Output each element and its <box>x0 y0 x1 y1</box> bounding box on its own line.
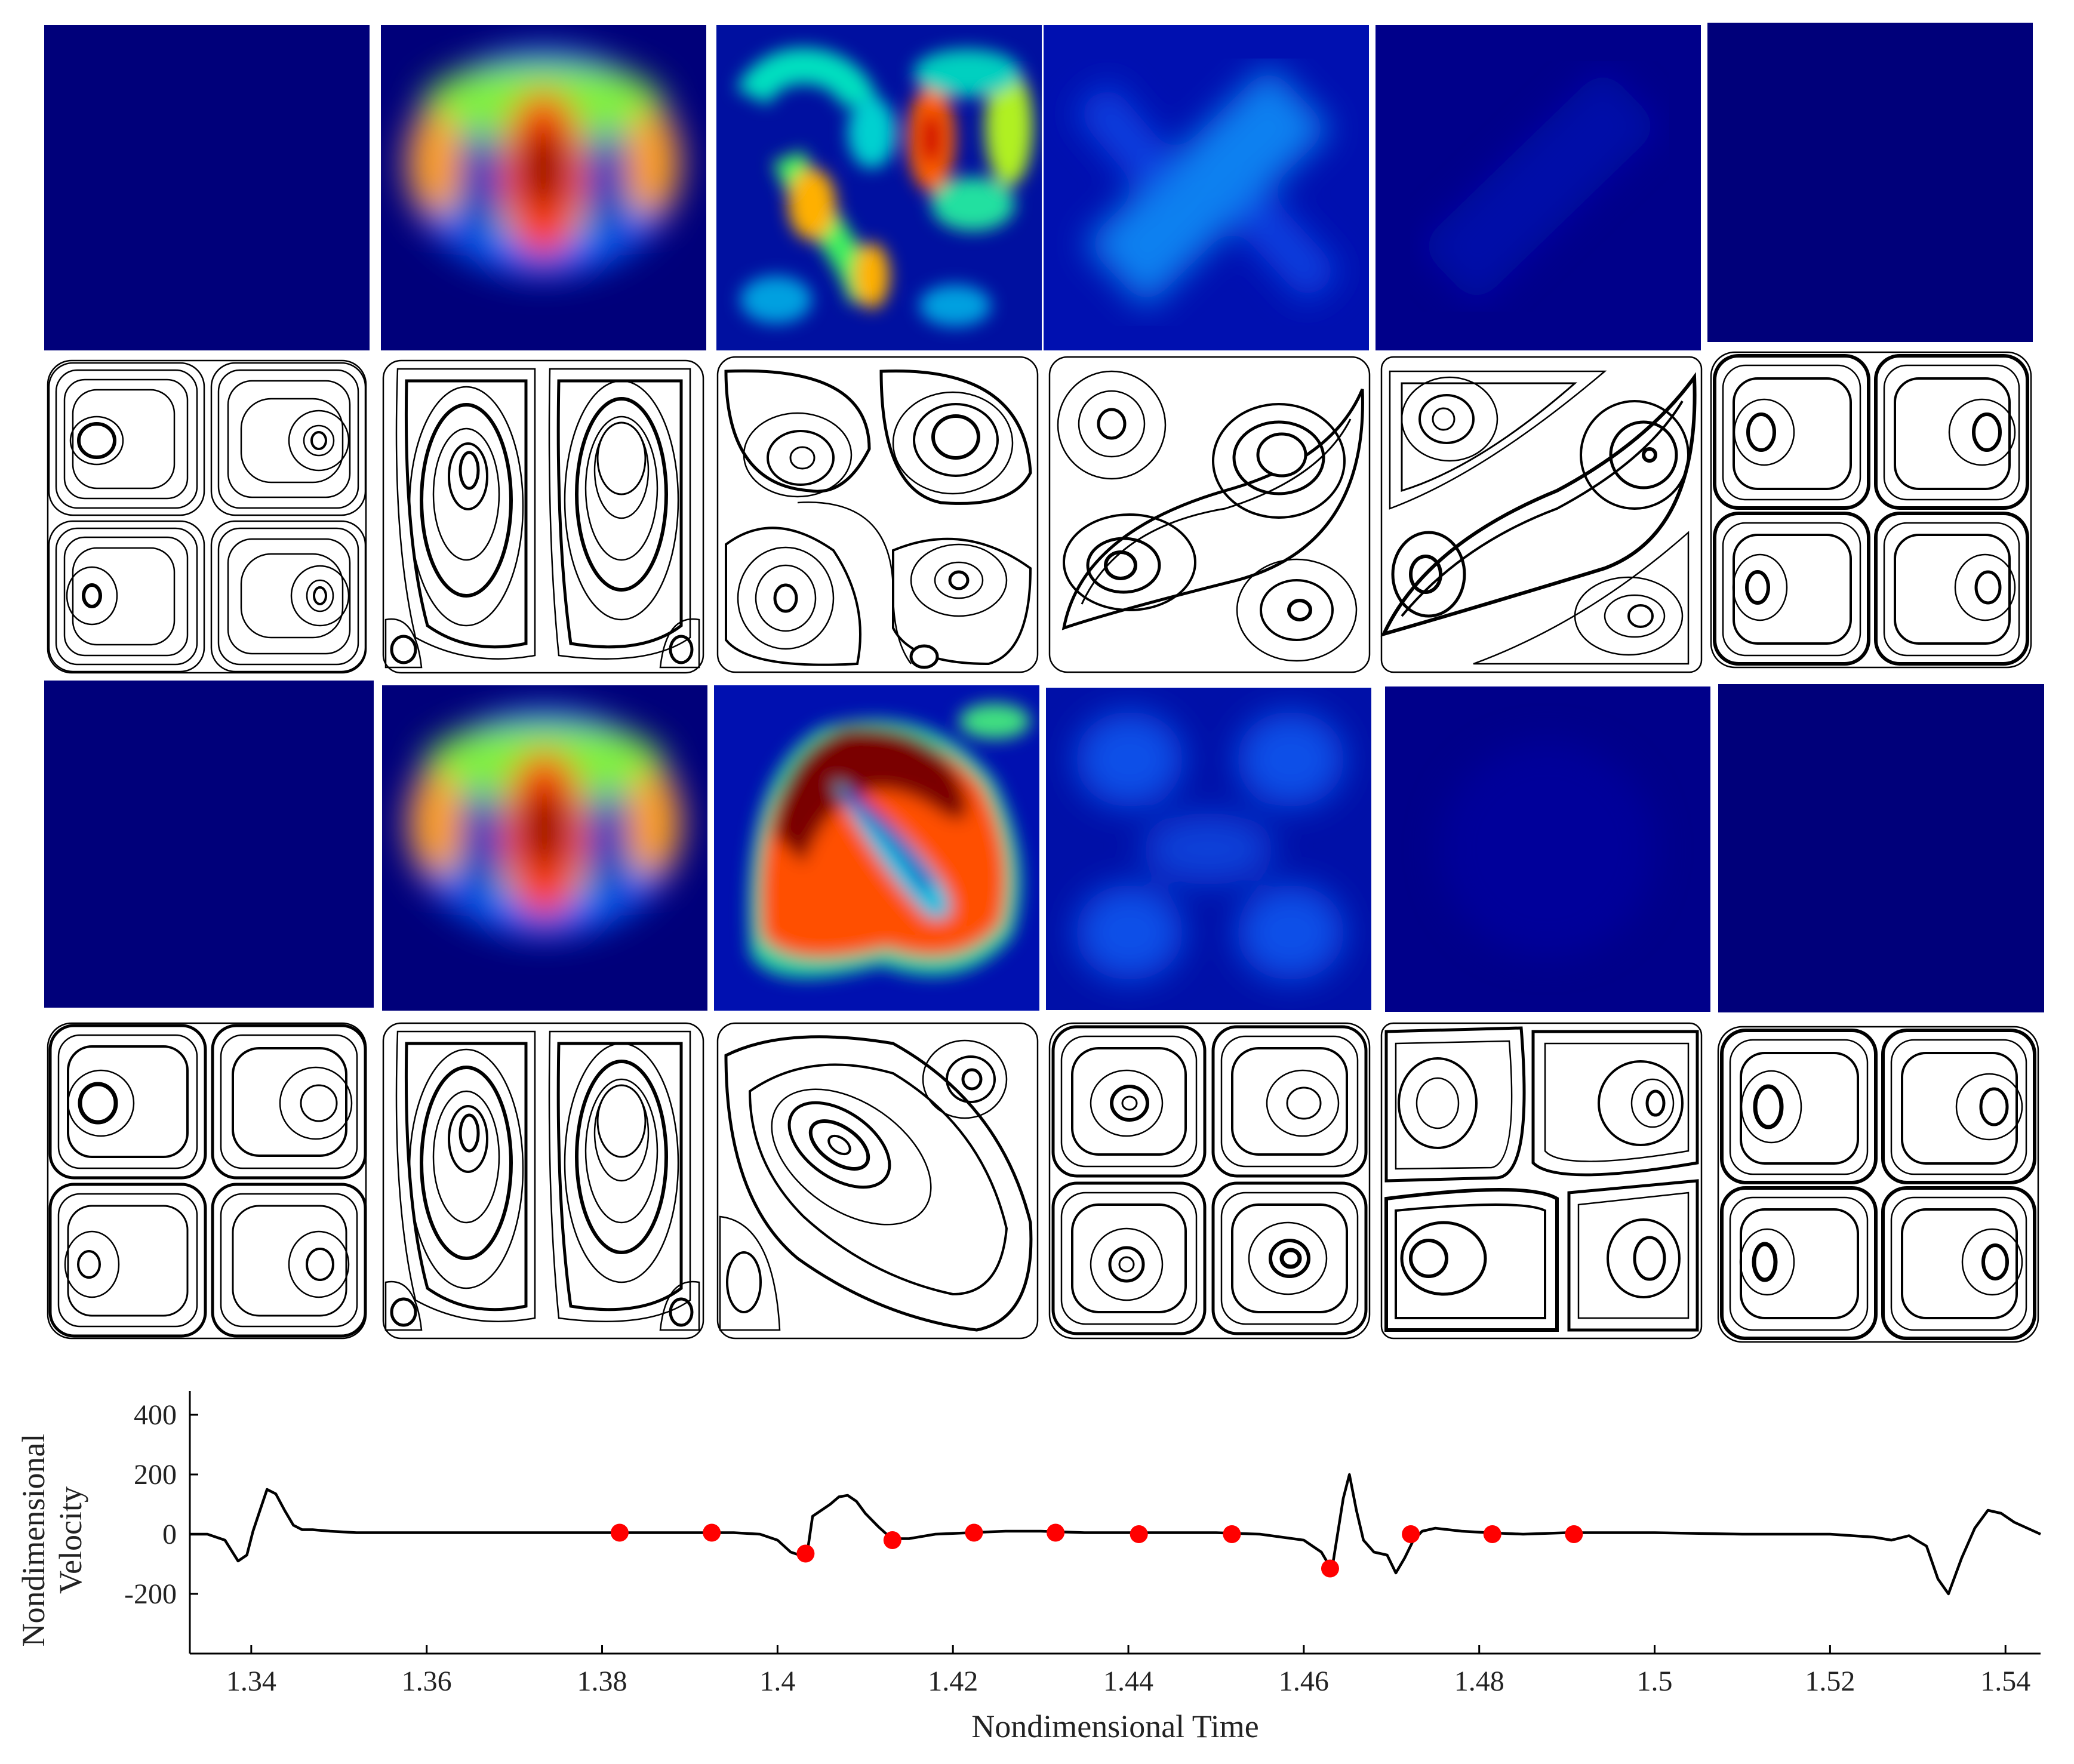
x-tick-label: 1.42 <box>928 1666 978 1697</box>
streamlines-row4-col1 <box>44 1020 370 1342</box>
x-tick-label: 1.46 <box>1279 1666 1329 1697</box>
streamlines-row2-col6 <box>1707 349 2035 671</box>
heatmap-row1-col1 <box>44 25 370 350</box>
streamlines-row2-col3 <box>714 353 1041 676</box>
sample-marker <box>1047 1523 1065 1542</box>
heatmap-row1-col3 <box>716 25 1042 350</box>
sample-markers <box>610 1523 1583 1578</box>
heatmap-row3-col4 <box>1046 688 1371 1010</box>
sample-marker <box>703 1523 721 1542</box>
x-tick-label: 1.36 <box>402 1666 452 1697</box>
sample-marker <box>1130 1525 1148 1543</box>
sample-marker <box>1321 1559 1339 1578</box>
sample-marker <box>1223 1525 1241 1543</box>
y-axis-ticks: -200 0 200 400 <box>124 1399 198 1610</box>
sample-marker <box>796 1544 815 1563</box>
sample-marker <box>1402 1525 1420 1543</box>
heatmap-row3-col5 <box>1385 686 1710 1012</box>
y-tick-label: -200 <box>124 1578 177 1610</box>
y-tick-label: 200 <box>134 1459 177 1491</box>
x-tick-label: 1.38 <box>577 1666 627 1697</box>
heatmap-row3-col6 <box>1718 684 2044 1012</box>
sample-marker <box>883 1531 901 1549</box>
streamlines-row2-col4 <box>1046 353 1373 676</box>
x-axis-label: Nondimensional Time <box>971 1708 1259 1744</box>
y-axis-label-line1: Nondimensional <box>16 1434 51 1647</box>
streamlines-row4-col5 <box>1378 1020 1705 1342</box>
streamlines-row4-col2 <box>380 1020 707 1342</box>
sample-marker <box>965 1523 983 1542</box>
x-tick-label: 1.4 <box>759 1666 795 1697</box>
y-axis-label-line2: Velocity <box>53 1486 88 1594</box>
x-tick-label: 1.44 <box>1103 1666 1153 1697</box>
heatmap-row1-col4 <box>1044 25 1369 350</box>
heatmap-row3-col3 <box>714 685 1039 1011</box>
chart-axes <box>189 1391 2041 1655</box>
velocity-series-line <box>190 1473 2041 1596</box>
heatmap-row3-col2 <box>382 685 707 1011</box>
streamlines-row2-col2 <box>380 357 707 676</box>
sample-marker <box>1483 1525 1501 1543</box>
streamlines-row4-col3 <box>714 1020 1041 1342</box>
heatmap-row3-col1 <box>44 681 374 1008</box>
sample-marker <box>1565 1525 1583 1543</box>
y-axis-label: Nondimensional Velocity <box>16 1434 88 1647</box>
sample-marker <box>610 1523 629 1542</box>
heatmap-row1-col2 <box>381 25 706 350</box>
x-tick-label: 1.54 <box>1980 1666 2030 1697</box>
streamlines-row4-col6 <box>1715 1023 2042 1346</box>
y-tick-label: 400 <box>134 1399 177 1431</box>
y-tick-label: 0 <box>162 1519 177 1550</box>
x-tick-label: 1.52 <box>1805 1666 1855 1697</box>
x-axis-ticks: 1.34 1.36 1.38 1.4 1.42 1.44 1.46 1.48 1.5 1.52 1.… <box>226 1645 2030 1697</box>
x-tick-label: 1.48 <box>1454 1666 1504 1697</box>
streamlines-row2-col5 <box>1378 353 1705 676</box>
x-tick-label: 1.5 <box>1637 1666 1673 1697</box>
streamlines-row4-col4 <box>1046 1020 1373 1342</box>
x-tick-label: 1.34 <box>226 1666 276 1697</box>
heatmap-row1-col6 <box>1707 23 2033 342</box>
heatmap-row1-col5 <box>1376 25 1701 350</box>
streamlines-row2-col1 <box>44 357 370 676</box>
